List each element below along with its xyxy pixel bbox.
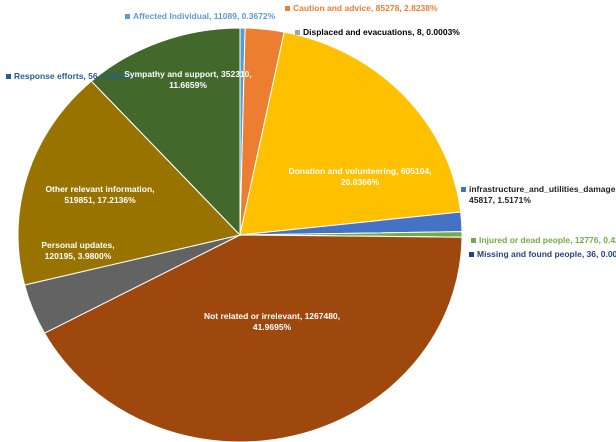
data-label: Personal updates, 120195, 3.9800% [41,240,115,261]
label-key [285,6,290,11]
pie-slice [17,80,241,286]
data-label: Caution and advice, 85278, 2.8238% [293,3,438,13]
data-label: Donation and volunteering, 605104, 20.03… [288,166,432,187]
data-label: Injured or dead people, 12776, 0.4230% [479,235,616,245]
data-label: Not related or irrelevant, 1267480, 41.9… [203,311,341,332]
data-label: Missing and found people, 36, 0.0012% [477,249,616,259]
label-key [295,30,300,35]
label-key [471,238,476,243]
label-key [461,187,466,192]
data-label: Displaced and evacuations, 8, 0.0003% [303,27,460,37]
data-label: Response efforts, 56, 0.0019% [14,71,136,81]
pie-slice [43,234,463,442]
data-label: Sympathy and support, 352310, 11.6659% [124,69,252,90]
label-key [6,74,11,79]
data-label: infrastructure_and_utilities_damage, 458… [469,184,616,205]
pie-slice [239,31,462,236]
label-key [469,252,474,257]
label-key [125,14,130,19]
data-label: Other relevant information, 519851, 17.2… [45,184,155,205]
data-label: Affected Individual, 11089, 0.3672% [133,11,276,21]
pie-slice [90,27,241,237]
